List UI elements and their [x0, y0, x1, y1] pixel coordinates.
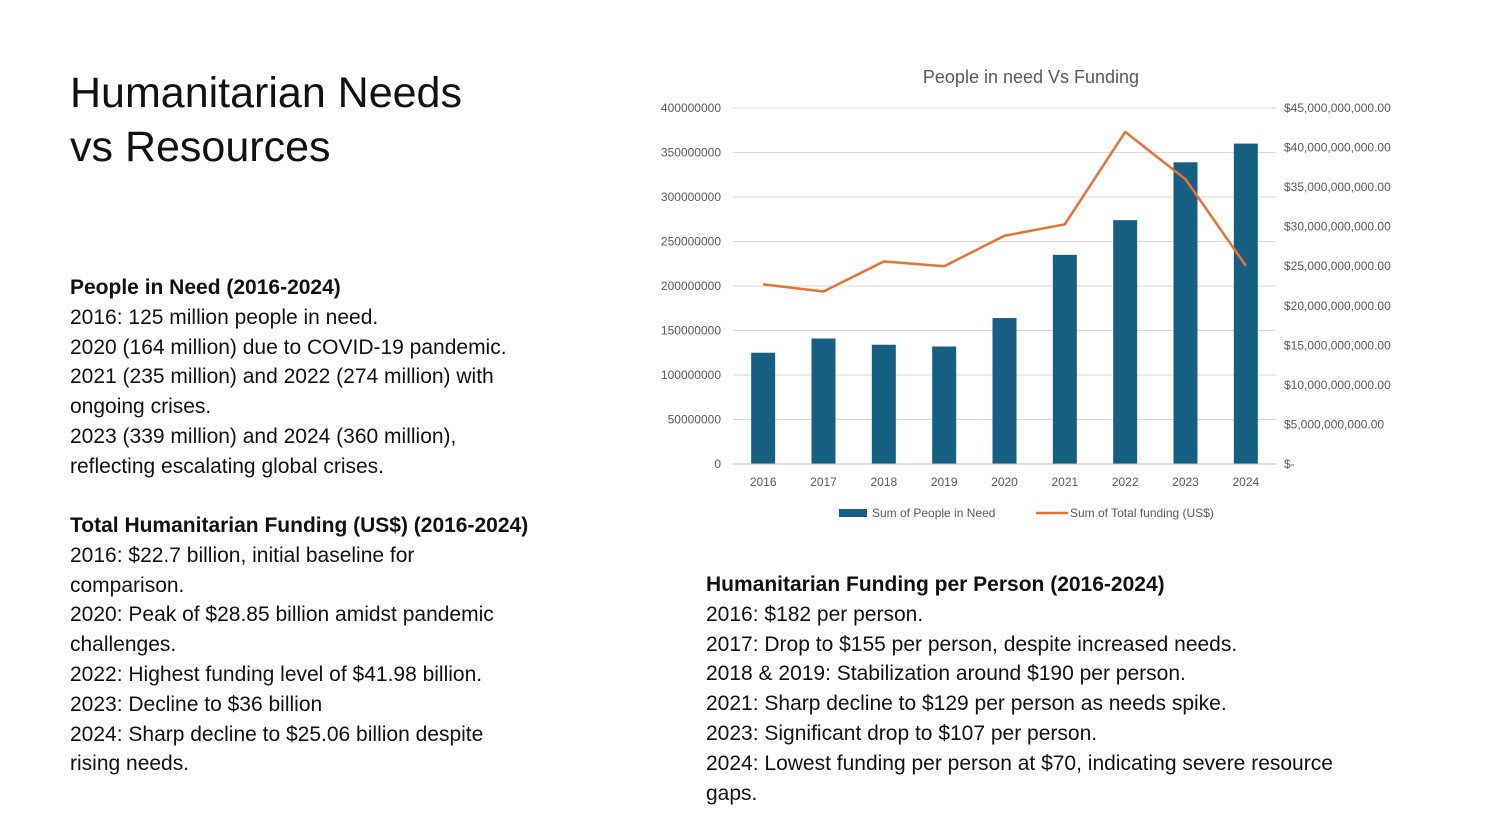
x-axis-tick-label: 2022	[1112, 475, 1139, 489]
section-line: 2020 (164 million) due to COVID-19 pande…	[70, 335, 507, 359]
x-axis-tick-label: 2024	[1232, 475, 1259, 489]
x-axis-tick-label: 2016	[750, 475, 777, 489]
section-heading: Total Humanitarian Funding (US$) (2016-2…	[70, 514, 529, 537]
right-axis-tick-label: $5,000,000,000.00	[1284, 417, 1384, 431]
section-line: 2022: Highest funding level of $41.98 bi…	[70, 662, 483, 686]
legend-label-total-funding: Sum of Total funding (US$)	[1070, 506, 1214, 520]
section-line: 2020: Peak of $28.85 billion amidst pand…	[70, 603, 494, 627]
left-axis-tick-label: 150000000	[661, 324, 721, 338]
section-line: 2016: 125 million people in need.	[70, 305, 379, 329]
funding-per-person-section: Humanitarian Funding per Person (2016-20…	[706, 570, 1446, 808]
people-vs-funding-chart: People in need Vs Funding 0 50000000 10000…	[661, 67, 1391, 520]
bar-people-in-need	[871, 344, 896, 464]
section-line: comparison.	[70, 573, 185, 597]
bar-people-in-need	[751, 352, 776, 464]
section-line: 2024: Lowest funding per person at $70, …	[706, 751, 1333, 775]
x-axis: 2016 2017 2018 2019 2020 2021 2022 2023 2024	[733, 463, 1276, 489]
x-axis-tick-label: 2021	[1051, 475, 1078, 489]
right-axis-tick-label: $30,000,000,000.00	[1284, 220, 1391, 234]
left-axis-tick-label: 50000000	[668, 413, 722, 427]
bar-people-in-need	[1233, 143, 1258, 464]
bar-people-in-need	[811, 338, 836, 464]
funding-series-line	[763, 130, 1247, 293]
section-line: reflecting escalating global crises.	[70, 454, 384, 478]
section-line: gaps.	[706, 781, 758, 805]
bar-people-in-need	[1173, 162, 1198, 464]
section-line: 2017: Drop to $155 per person, despite i…	[706, 632, 1238, 656]
x-axis-tick-label: 2018	[870, 475, 897, 489]
section-line: challenges.	[70, 633, 177, 657]
bar-people-in-need	[1052, 254, 1077, 464]
section-heading: People in Need (2016-2024)	[70, 276, 341, 299]
slide-title-line: vs Resources	[70, 123, 331, 171]
section-line: 2021 (235 million) and 2022 (274 million…	[70, 365, 494, 389]
section-line: 2023 (339 million) and 2024 (360 million…	[70, 424, 457, 448]
left-axis-tick-label: 300000000	[661, 190, 721, 204]
left-axis-tick-label: 250000000	[661, 235, 721, 249]
right-axis-tick-label: $35,000,000,000.00	[1284, 180, 1391, 194]
left-axis-tick-label: 200000000	[661, 279, 721, 293]
section-line: 2024: Sharp decline to $25.06 billion de…	[70, 722, 484, 746]
x-axis-tick-label: 2019	[931, 475, 958, 489]
people-in-need-section: People in Need (2016-2024) 2016: 125 mil…	[70, 273, 610, 482]
total-funding-section: Total Humanitarian Funding (US$) (2016-2…	[70, 511, 610, 779]
section-line: 2023: Significant drop to $107 per perso…	[706, 721, 1098, 745]
x-axis-tick-label: 2020	[991, 475, 1018, 489]
section-line: 2018 & 2019: Stabilization around $190 p…	[706, 662, 1186, 686]
slide-title-line: Humanitarian Needs	[70, 69, 462, 117]
section-line: 2023: Decline to $36 billion	[70, 692, 323, 716]
bar-people-in-need	[1113, 220, 1138, 464]
funding-line	[763, 130, 1247, 293]
right-axis-tick-label: $40,000,000,000.00	[1284, 141, 1391, 155]
section-line: rising needs.	[70, 752, 190, 776]
x-axis-tick-label: 2017	[810, 475, 837, 489]
right-axis-tick-label: $-	[1284, 457, 1295, 471]
left-axis-tick-label: 400000000	[661, 101, 721, 115]
right-axis-tick-label: $25,000,000,000.00	[1284, 259, 1391, 273]
right-axis-tick-label: $10,000,000,000.00	[1284, 378, 1391, 392]
section-line: 2016: $22.7 billion, initial baseline fo…	[70, 543, 415, 567]
chart-legend: Sum of People in Need Sum of Total fundi…	[839, 506, 1214, 520]
people-in-need-bars	[751, 143, 1258, 464]
legend-swatch-people-in-need	[839, 509, 867, 517]
right-axis: $- $5,000,000,000.00 $10,000,000,000.00 $15…	[1284, 101, 1391, 471]
bar-people-in-need	[992, 318, 1017, 464]
left-axis: 0 50000000 100000000 150000000 200000000 2500…	[661, 101, 721, 471]
chart-title: People in need Vs Funding	[923, 67, 1139, 87]
left-axis-tick-label: 100000000	[661, 368, 721, 382]
right-axis-tick-label: $20,000,000,000.00	[1284, 299, 1391, 313]
section-heading: Humanitarian Funding per Person (2016-20…	[706, 573, 1165, 596]
legend-label-people-in-need: Sum of People in Need	[872, 506, 995, 520]
section-line: 2021: Sharp decline to $129 per person a…	[706, 692, 1227, 716]
section-line: ongoing crises.	[70, 395, 212, 419]
right-axis-tick-label: $15,000,000,000.00	[1284, 338, 1391, 352]
section-line: 2016: $182 per person.	[706, 602, 924, 626]
slide-title: Humanitarian Needs vs Resources	[70, 66, 630, 174]
x-axis-tick-label: 2023	[1172, 475, 1199, 489]
left-axis-tick-label: 0	[714, 457, 721, 471]
left-axis-tick-label: 350000000	[661, 146, 721, 160]
right-axis-tick-label: $45,000,000,000.00	[1284, 101, 1391, 115]
bar-people-in-need	[932, 346, 957, 464]
